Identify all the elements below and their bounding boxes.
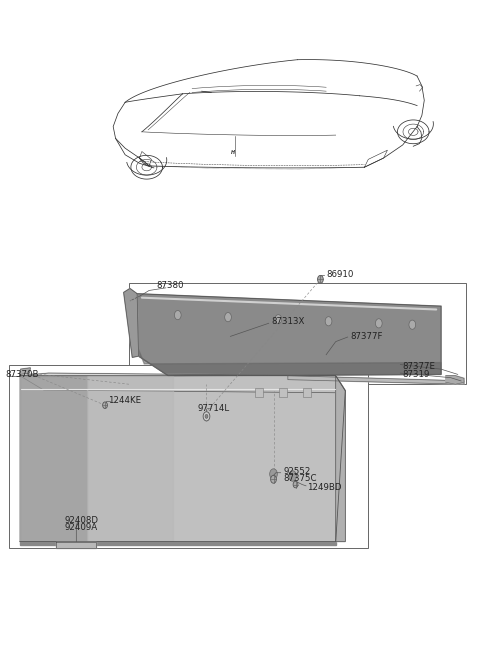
Text: 87370B: 87370B	[5, 370, 39, 379]
Polygon shape	[20, 376, 345, 541]
Circle shape	[275, 315, 282, 324]
Polygon shape	[20, 541, 336, 545]
Circle shape	[375, 319, 382, 328]
Bar	[279, 388, 287, 397]
Polygon shape	[20, 373, 345, 393]
Polygon shape	[124, 288, 139, 357]
Text: 87313X: 87313X	[271, 317, 304, 327]
Circle shape	[325, 317, 332, 326]
Circle shape	[205, 415, 208, 419]
Text: 92408D: 92408D	[64, 516, 98, 525]
Text: 87319: 87319	[403, 370, 430, 379]
Text: 1249BD: 1249BD	[307, 484, 341, 492]
Text: 86910: 86910	[326, 270, 354, 279]
Text: 87377E: 87377E	[403, 362, 436, 371]
Circle shape	[103, 402, 108, 409]
Polygon shape	[56, 541, 96, 548]
Polygon shape	[20, 368, 30, 374]
Text: 92409A: 92409A	[64, 524, 97, 532]
Circle shape	[409, 320, 416, 329]
Polygon shape	[336, 376, 345, 541]
Circle shape	[203, 412, 210, 421]
Bar	[255, 388, 263, 397]
Circle shape	[271, 476, 276, 484]
Polygon shape	[139, 350, 441, 376]
Text: 87380: 87380	[157, 281, 184, 290]
Text: 1244KE: 1244KE	[108, 396, 142, 405]
Text: 87377F: 87377F	[350, 332, 383, 341]
Polygon shape	[446, 376, 464, 384]
Polygon shape	[20, 376, 87, 541]
Circle shape	[270, 469, 277, 480]
Text: 87375C: 87375C	[283, 474, 317, 483]
Bar	[9, 365, 368, 548]
Circle shape	[174, 311, 181, 320]
Bar	[303, 388, 311, 397]
Polygon shape	[87, 376, 173, 541]
Circle shape	[289, 471, 297, 482]
Polygon shape	[288, 376, 464, 384]
Polygon shape	[137, 294, 441, 376]
Bar	[129, 283, 467, 384]
Circle shape	[318, 275, 323, 283]
Circle shape	[225, 313, 231, 322]
Text: 92552: 92552	[283, 467, 311, 476]
Text: 97714L: 97714L	[198, 404, 230, 413]
Circle shape	[293, 482, 298, 487]
Text: H: H	[231, 150, 235, 155]
